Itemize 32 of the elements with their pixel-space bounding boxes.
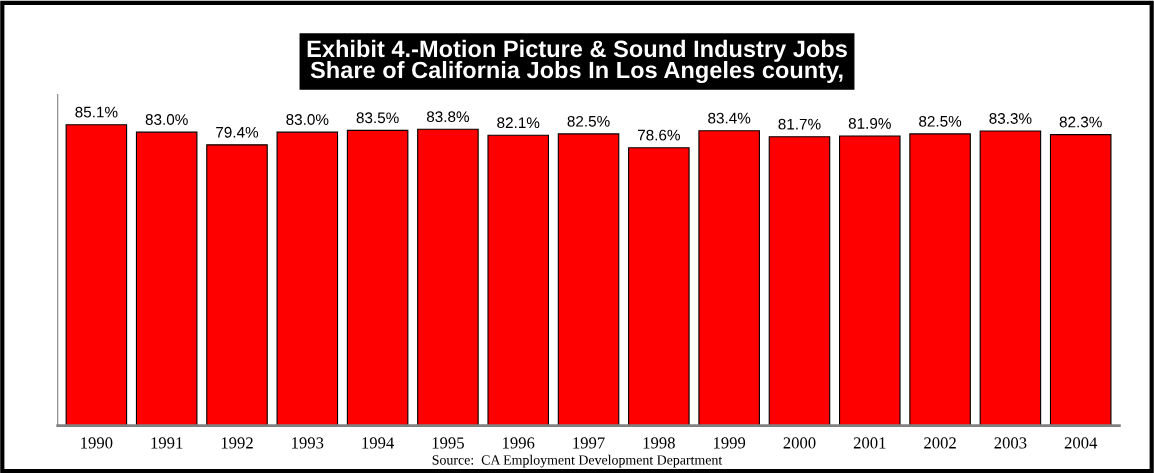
source-note: Source: CA Employment Development Department xyxy=(432,454,723,468)
data-label: 82.5% xyxy=(919,115,962,127)
x-tick-label: 1991 xyxy=(151,437,183,449)
data-label: 83.4% xyxy=(708,112,751,124)
data-label: 83.8% xyxy=(426,111,470,123)
x-tick-label: 2001 xyxy=(853,437,886,449)
chart-title: Exhibit 4.-Motion Picture & Sound Industry Jobs Share of California Jobs In Los Angeles county, xyxy=(307,39,847,84)
data-label: 82.3% xyxy=(1059,116,1102,128)
x-tick-label: 1997 xyxy=(573,437,605,449)
x-tick-label: 2003 xyxy=(994,437,1027,449)
data-label: 81.9% xyxy=(848,118,891,129)
x-tick-label: 1995 xyxy=(432,437,464,449)
data-label: 81.7% xyxy=(778,118,821,130)
x-tick-label: 1992 xyxy=(221,437,253,449)
data-label: 82.5% xyxy=(567,115,610,127)
x-tick-label: 1990 xyxy=(81,437,113,449)
data-label: 83.0% xyxy=(145,114,188,125)
x-tick-label: 1999 xyxy=(713,437,746,449)
data-label: 85.1% xyxy=(75,106,118,118)
data-label: 79.4% xyxy=(216,126,259,138)
x-tick-label: 1998 xyxy=(643,437,675,449)
x-tick-label: 1996 xyxy=(503,437,535,449)
x-tick-label: 2002 xyxy=(924,437,956,449)
x-tick-label: 1994 xyxy=(362,437,395,449)
data-label: 83.0% xyxy=(286,114,329,125)
data-label: 82.1% xyxy=(497,117,540,129)
data-label: 83.3% xyxy=(989,113,1032,124)
data-label: 83.5% xyxy=(356,112,399,124)
x-tick-label: 2004 xyxy=(1064,437,1098,449)
x-tick-label: 2000 xyxy=(783,437,816,449)
data-label: 78.6% xyxy=(637,129,680,141)
x-tick-label: 1993 xyxy=(292,437,324,449)
